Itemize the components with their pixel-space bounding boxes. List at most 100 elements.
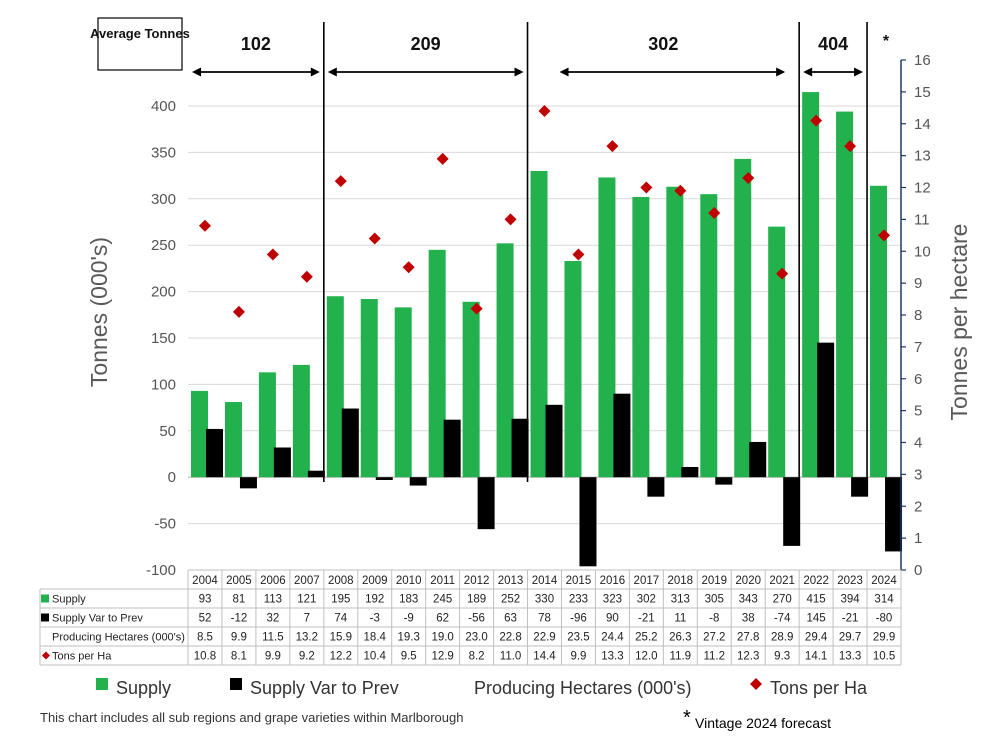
table-cell: 90	[606, 613, 619, 625]
right-tick-label: 12	[914, 180, 931, 197]
left-axis-title: Tonnes (000's)	[86, 237, 112, 387]
table-cell: 323	[603, 594, 622, 606]
variance-bar	[273, 447, 291, 478]
right-tick-label: 13	[914, 148, 931, 165]
category-label: 2006	[260, 575, 286, 587]
arrow-head-right	[776, 67, 786, 77]
supply-bar	[326, 296, 344, 478]
legend-label: Supply	[116, 678, 171, 698]
y-tick-label: 250	[151, 237, 176, 254]
tons-per-ha-marker	[436, 152, 449, 165]
arrow-head-left	[327, 67, 337, 77]
table-cell: 9.5	[401, 651, 417, 663]
table-cell: 145	[807, 613, 826, 625]
table-cell: 18.4	[364, 632, 387, 644]
table-cell: 22.8	[499, 632, 521, 644]
table-cell: 19.0	[431, 632, 453, 644]
supply-bar	[360, 299, 378, 478]
category-label: 2022	[803, 575, 829, 587]
right-tick-label: 8	[914, 307, 922, 324]
table-key-square	[41, 613, 49, 622]
legend: Supply Supply Var to Prev Producing Hectar…	[96, 678, 868, 698]
supply-bar	[394, 307, 412, 478]
supply-bar	[598, 177, 616, 478]
table-cell: -74	[774, 613, 791, 625]
supply-bar	[632, 196, 650, 478]
tons-per-ha-marker	[266, 248, 279, 261]
tons-per-ha-marker	[334, 175, 347, 188]
table-cell: 314	[874, 594, 894, 606]
table-cell: 233	[569, 594, 588, 606]
supply-bar	[462, 301, 480, 478]
right-tick-label: 2	[914, 498, 922, 515]
table-cell: -80	[876, 613, 893, 625]
table-cell: 29.9	[873, 632, 895, 644]
table-cell: 270	[773, 594, 792, 606]
arrow-head-left	[559, 67, 569, 77]
variance-bar	[341, 408, 359, 478]
supply-bar	[292, 364, 310, 478]
variance-bar	[443, 419, 461, 478]
right-tick-label: 11	[914, 211, 930, 228]
forecast-asterisk: *	[683, 707, 691, 729]
supply-bar	[802, 92, 820, 478]
right-tick-label: 7	[914, 339, 922, 356]
table-cell: 32	[266, 613, 279, 625]
table-cell: 74	[334, 613, 347, 625]
period-average-label: 302	[648, 34, 678, 54]
table-cell: 22.9	[533, 632, 555, 644]
table-cell: 394	[840, 594, 860, 606]
variance-bar	[409, 477, 427, 486]
table-cell: 252	[501, 594, 520, 606]
right-tick-label: 1	[914, 530, 922, 547]
supply-bar	[428, 249, 446, 478]
asterisk-mark: *	[883, 33, 890, 50]
category-label: 2017	[634, 575, 660, 587]
right-tick-label: 10	[914, 243, 931, 260]
table-cell: 9.2	[299, 651, 315, 663]
y-tick-label: 100	[151, 376, 176, 393]
table-cell: 192	[365, 594, 384, 606]
y-tick-label: 300	[151, 191, 176, 208]
right-tick-label: 5	[914, 403, 922, 420]
variance-bar	[783, 477, 801, 546]
tons-per-ha-marker	[402, 261, 415, 274]
tons-per-ha-marker	[606, 140, 619, 153]
table-cell: -96	[570, 613, 587, 625]
variance-bar	[817, 342, 835, 478]
category-label: 2018	[668, 575, 694, 587]
table-cell: 11.9	[670, 651, 692, 663]
table-cell: 25.2	[635, 632, 657, 644]
table-row-label: Producing Hectares (000's)	[52, 632, 185, 644]
table-cell: -21	[638, 613, 655, 625]
y-tick-label: 150	[151, 330, 176, 347]
table-cell: 13.3	[601, 651, 623, 663]
table-cell: 27.8	[737, 632, 759, 644]
table-cell: -3	[370, 613, 380, 625]
tons-per-ha-marker	[776, 267, 789, 280]
category-label: 2024	[871, 575, 897, 587]
supply-bar	[870, 185, 888, 478]
y-tick-label: 50	[159, 423, 176, 440]
table-cell: 9.9	[570, 651, 586, 663]
tons-per-ha-marker	[538, 105, 551, 117]
table-cell: -56	[468, 613, 485, 625]
category-label: 2009	[362, 575, 388, 587]
variance-bar	[681, 466, 699, 478]
tons-per-ha-marker	[742, 171, 755, 184]
table-cell: -21	[842, 613, 859, 625]
category-label: 2023	[837, 575, 863, 587]
table-cell: 11.2	[703, 651, 725, 663]
tons-per-ha-marker	[844, 140, 857, 153]
table-cell: 27.2	[703, 632, 725, 644]
table-cell: 62	[436, 613, 449, 625]
table-cell: 10.8	[194, 651, 216, 663]
variance-bar	[885, 477, 903, 552]
table-cell: 195	[331, 594, 350, 606]
table-cell: 11.0	[500, 651, 522, 663]
table-row-label: Supply	[52, 594, 86, 606]
right-axis-title: Tonnes per hectare	[946, 224, 972, 421]
period-average-label: 404	[818, 34, 848, 54]
variance-bar	[477, 477, 495, 530]
category-label: 2007	[294, 575, 320, 587]
